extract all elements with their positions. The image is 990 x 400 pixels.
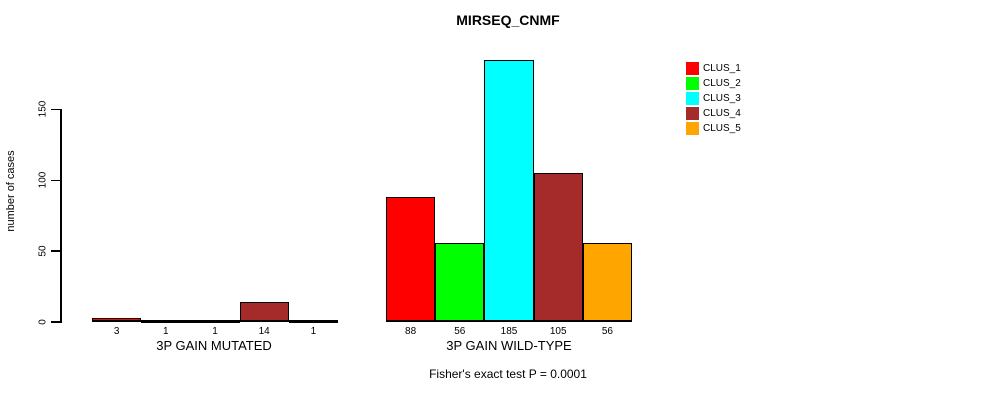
bar-value-label: 1: [163, 326, 169, 337]
legend-label: CLUS_1: [703, 63, 741, 74]
legend-swatch: [686, 107, 699, 120]
y-tick-label: 100: [37, 171, 49, 189]
legend-label: CLUS_5: [703, 123, 741, 134]
bar-clus_2: [435, 242, 485, 322]
y-axis-tick: [51, 321, 60, 323]
x-axis-label-mutated: 3P GAIN MUTATED: [156, 338, 272, 353]
y-tick-label: 50: [37, 245, 49, 257]
group-baseline: [92, 320, 338, 322]
chart-title: MIRSEQ_CNMF: [456, 12, 560, 28]
bar-clus_4: [533, 173, 583, 322]
bar-value-label: 105: [549, 326, 567, 337]
y-axis-tick: [51, 179, 60, 182]
y-axis-tick: [51, 250, 60, 252]
bar-value-label: 56: [454, 326, 466, 337]
bar-value-label: 14: [258, 326, 270, 337]
legend-item: CLUS_3: [686, 91, 741, 106]
bar-clus_4: [239, 302, 289, 322]
y-tick-label: 150: [37, 101, 49, 118]
fisher-test-annotation: Fisher's exact test P = 0.0001: [429, 367, 587, 381]
legend-label: CLUS_3: [703, 93, 741, 104]
bar-clus_3: [484, 59, 534, 322]
legend-label: CLUS_4: [703, 108, 741, 119]
legend-item: CLUS_1: [686, 61, 741, 76]
bar-value-label: 88: [405, 326, 417, 337]
bar-value-label: 1: [212, 326, 218, 337]
group-baseline: [386, 320, 632, 322]
bar-value-label: 1: [310, 326, 317, 337]
y-axis-tick: [51, 108, 60, 111]
legend-label: CLUS_2: [703, 78, 741, 89]
bar-clus_1: [386, 197, 436, 322]
bar-value-label: 56: [601, 326, 613, 337]
legend-item: CLUS_5: [686, 121, 741, 136]
bar-clus_5: [582, 242, 632, 322]
x-axis-label-wild-type: 3P GAIN WILD-TYPE: [446, 338, 572, 353]
y-axis-line: [60, 109, 62, 323]
y-tick-label: 0: [37, 319, 49, 325]
bar-value-label: 185: [500, 326, 518, 337]
legend-swatch: [686, 77, 699, 90]
legend-swatch: [686, 122, 699, 135]
legend-item: CLUS_2: [686, 76, 741, 91]
legend-item: CLUS_4: [686, 106, 741, 121]
legend: CLUS_1 CLUS_2 CLUS_3 CLUS_4 CLUS_5: [686, 61, 741, 136]
legend-swatch: [686, 92, 699, 105]
legend-swatch: [686, 62, 699, 75]
bar-value-label: 3: [113, 326, 120, 337]
